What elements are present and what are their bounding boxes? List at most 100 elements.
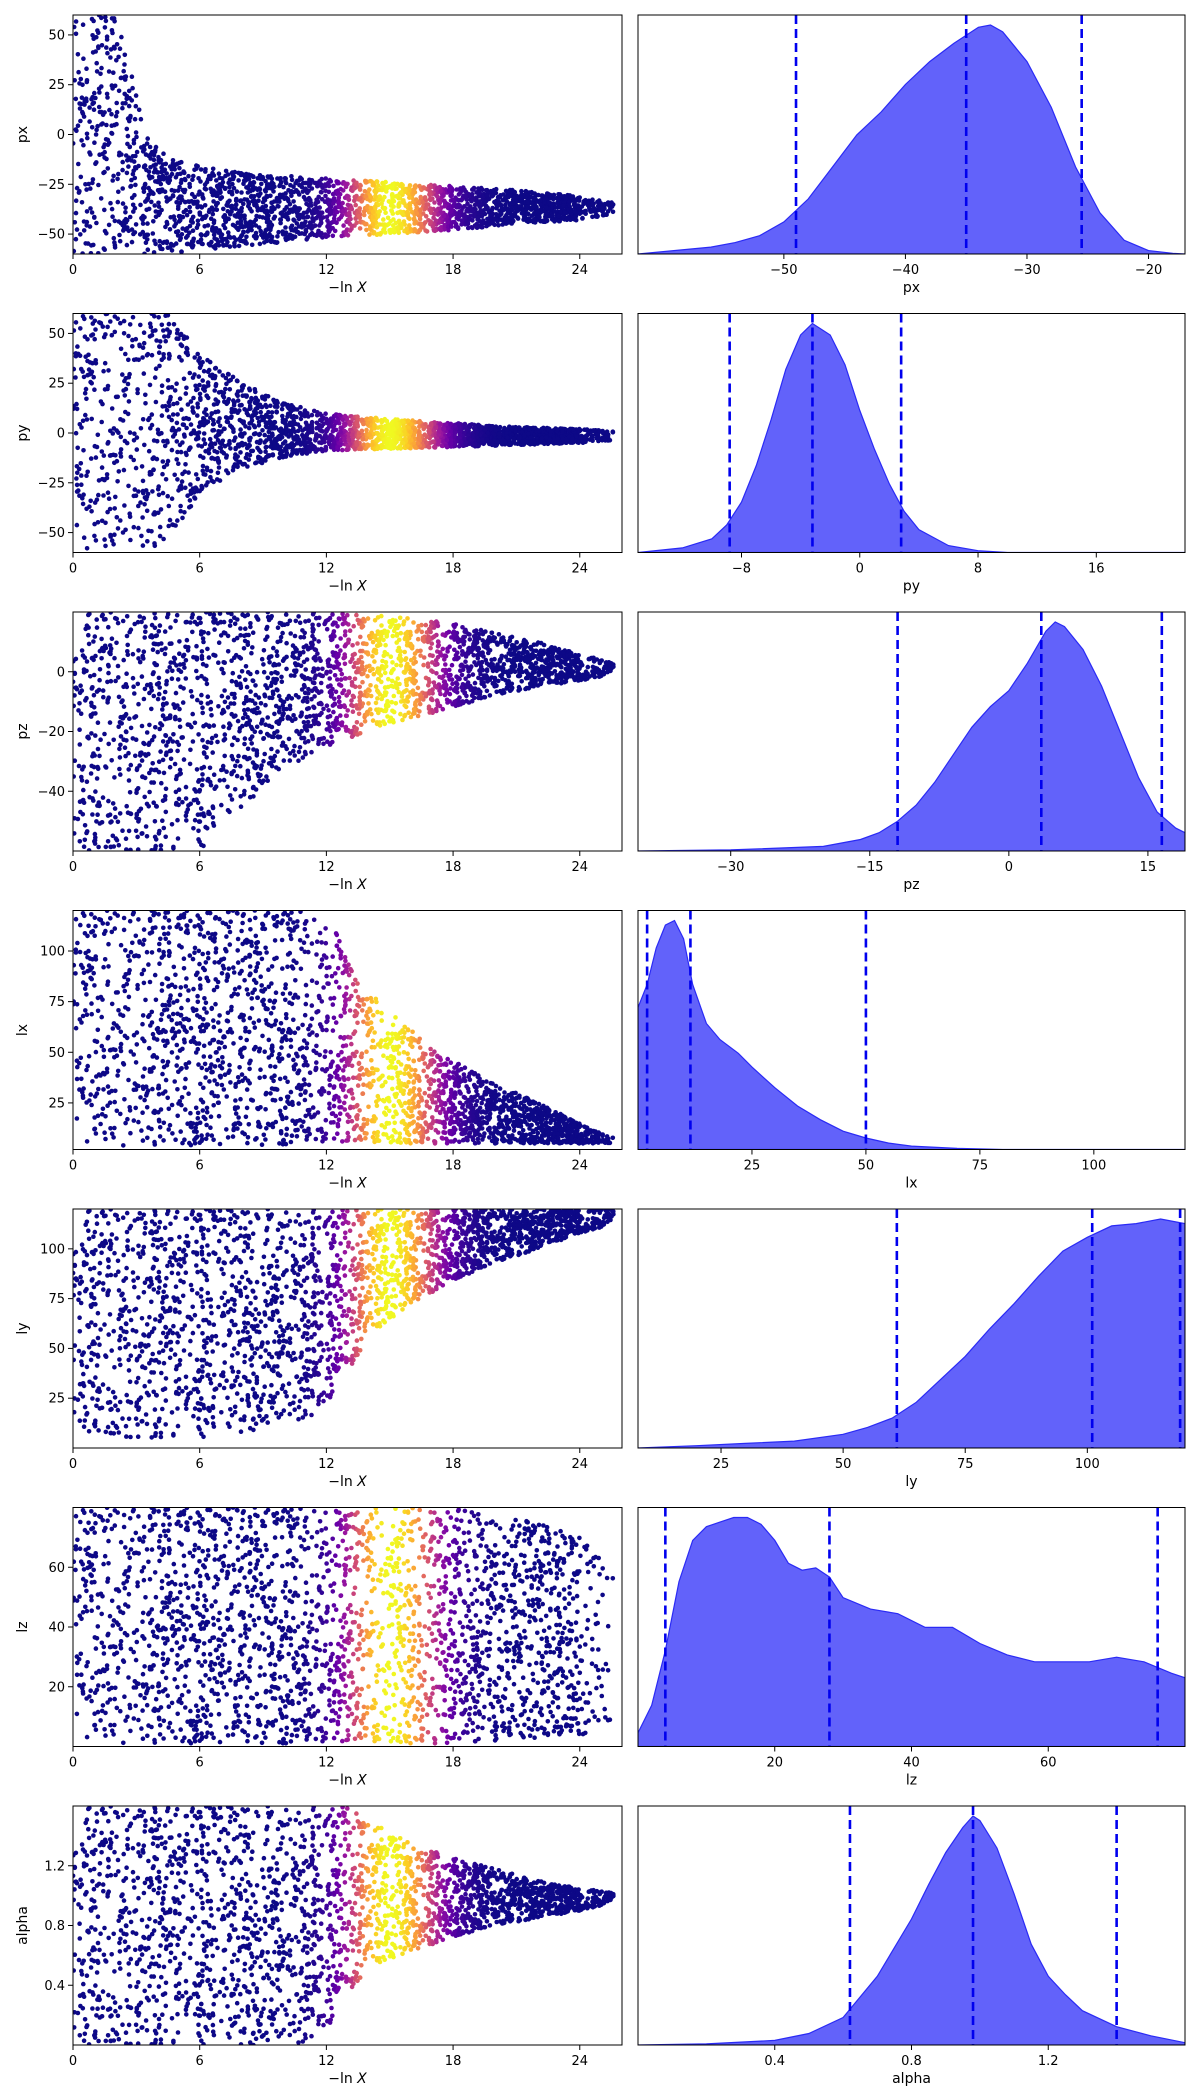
trace-sample-point: [576, 198, 582, 203]
trace-sample-point: [259, 414, 264, 420]
trace-sample-point: [314, 181, 320, 186]
trace-sample-point: [74, 489, 80, 494]
trace-sample-point: [400, 182, 405, 188]
trace-sample-point: [209, 411, 214, 417]
trace-sample-point: [536, 214, 542, 220]
trace-sample-point: [325, 421, 330, 426]
trace-sample-point: [133, 222, 139, 227]
trace-sample-point: [210, 211, 216, 217]
trace-sample-point: [427, 192, 432, 197]
trace-sample-point: [217, 369, 222, 374]
trace-sample-point: [305, 190, 310, 195]
trace-sample-point: [349, 223, 355, 229]
trace-sample-point: [238, 450, 243, 455]
trace-sample-point: [213, 381, 219, 387]
trace-sample-point: [176, 336, 181, 342]
trace-sample-point: [381, 217, 386, 222]
trace-sample-point: [573, 203, 579, 208]
trace-sample-point: [131, 159, 137, 164]
trace-sample-point: [157, 524, 163, 530]
trace-sample-point: [470, 218, 475, 223]
trace-sample-point: [610, 202, 616, 207]
trace-sample-point: [129, 195, 135, 201]
trace-sample-point: [80, 251, 85, 254]
trace-sample-point: [216, 432, 222, 437]
trace-sample-point: [269, 426, 274, 431]
trace-sample-point: [92, 443, 98, 449]
trace-sample-point: [335, 444, 341, 450]
trace-sample-point: [274, 398, 280, 404]
trace-sample-point: [121, 68, 126, 74]
trace-sample-point: [280, 413, 285, 419]
trace-sample-point: [177, 354, 182, 360]
trace-sample-point: [157, 243, 163, 249]
trace-sample-point: [174, 439, 180, 444]
trace-sample-point: [142, 251, 147, 254]
trace-sample-point: [408, 421, 413, 427]
trace-sample-point: [370, 209, 376, 215]
trace-sample-point: [389, 193, 395, 198]
trace-sample-point: [358, 195, 363, 201]
trace-sample-point: [89, 16, 95, 22]
trace-sample-point: [125, 381, 131, 387]
trace-sample-point: [183, 235, 189, 240]
trace-sample-point: [501, 192, 506, 197]
trace-sample-point: [195, 351, 200, 357]
trace-sample-point: [79, 95, 85, 100]
trace-sample-point: [73, 78, 77, 83]
trace-sample-point: [221, 450, 227, 456]
trace-sample-point: [195, 386, 200, 392]
trace-sample-point: [496, 223, 501, 228]
trace-sample-point: [216, 419, 221, 425]
trace-sample-point: [402, 436, 408, 442]
trace-sample-point: [210, 192, 216, 198]
trace-sample-point: [260, 205, 265, 210]
trace-sample-point: [448, 421, 454, 427]
trace-sample-point: [436, 439, 442, 444]
trace-sample-point: [166, 503, 172, 509]
trace-sample-point: [196, 239, 201, 245]
trace-sample-point: [159, 430, 164, 436]
trace-sample-point: [131, 357, 137, 363]
trace-sample-point: [323, 432, 328, 438]
trace-sample-point: [234, 196, 239, 202]
trace-sample-point: [535, 209, 541, 214]
trace-sample-point: [272, 419, 278, 425]
trace-sample-point: [187, 230, 192, 235]
trace-sample-point: [175, 412, 180, 417]
trace-sample-point: [73, 24, 77, 30]
trace-sample-point: [517, 204, 522, 209]
trace-sample-point: [102, 228, 108, 234]
trace-sample-point: [610, 209, 616, 215]
trace-sample-point: [75, 52, 81, 57]
trace-sample-point: [307, 449, 313, 454]
trace-sample-point: [449, 224, 454, 229]
trace-sample-point: [494, 203, 500, 209]
trace-sample-point: [552, 196, 557, 201]
trace-sample-point: [244, 445, 250, 451]
trace-sample-point: [601, 212, 607, 218]
trace-sample-point: [363, 221, 368, 227]
trace-sample-point: [111, 44, 117, 50]
trace-sample-point: [281, 184, 286, 190]
trace-sample-point: [140, 229, 146, 235]
trace-sample-point: [229, 209, 234, 214]
trace-sample-point: [128, 454, 134, 460]
trace-sample-point: [99, 449, 105, 454]
trace-sample-point: [102, 537, 107, 542]
trace-sample-point: [332, 219, 338, 225]
trace-sample-point: [96, 45, 101, 51]
trace-sample-point: [121, 388, 126, 393]
trace-sample-point: [104, 472, 110, 477]
trace-sample-point: [407, 223, 412, 228]
trace-sample-point: [455, 225, 461, 230]
trace-sample-point: [165, 313, 171, 318]
trace-sample-point: [118, 518, 123, 523]
trace-sample-point: [506, 220, 511, 225]
trace-sample-point: [290, 415, 296, 421]
trace-sample-point: [297, 215, 303, 220]
trace-sample-point: [309, 445, 314, 451]
trace-sample-point: [523, 188, 529, 194]
trace-sample-point: [145, 247, 151, 252]
trace-sample-point: [187, 181, 192, 187]
